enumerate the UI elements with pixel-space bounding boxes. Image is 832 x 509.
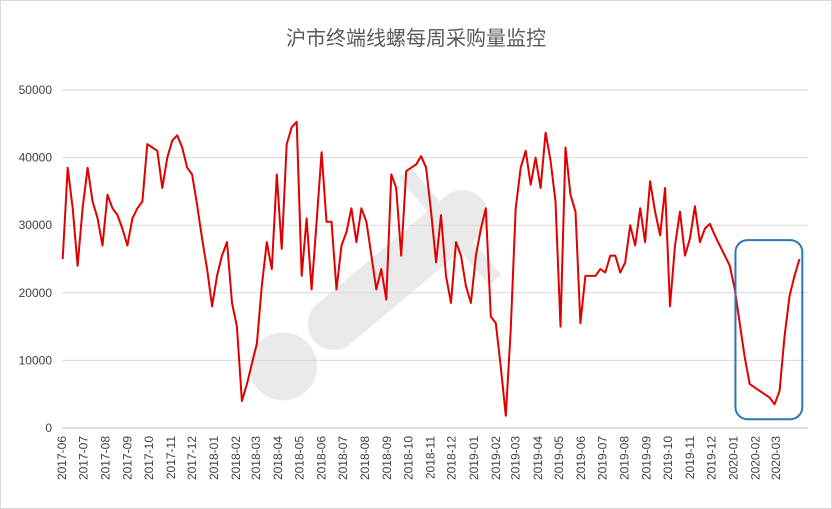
x-tick-label: 2019-05 bbox=[552, 436, 566, 480]
x-tick-label: 2018-07 bbox=[336, 436, 350, 480]
x-tick-label: 2018-06 bbox=[315, 436, 329, 480]
x-tick-label: 2018-10 bbox=[401, 436, 415, 480]
x-tick-label: 2017-06 bbox=[55, 436, 69, 480]
x-tick-label: 2017-11 bbox=[164, 436, 178, 479]
x-tick-label: 2018-11 bbox=[423, 436, 437, 479]
chart-title: 沪市终端线螺每周采购量监控 bbox=[286, 26, 546, 50]
x-tick-label: 2019-07 bbox=[595, 436, 609, 480]
y-tick-label: 50000 bbox=[19, 83, 53, 97]
x-tick-label: 2018-01 bbox=[207, 436, 221, 480]
x-tick-label: 2019-06 bbox=[574, 436, 588, 480]
y-tick-label: 10000 bbox=[19, 353, 53, 367]
series-line bbox=[61, 120, 801, 417]
x-tick-label: 2018-03 bbox=[249, 436, 263, 480]
x-tick-label: 2018-09 bbox=[380, 436, 394, 480]
x-tick-label: 2018-02 bbox=[229, 436, 243, 480]
x-tick-label: 2019-12 bbox=[704, 436, 718, 480]
x-tick-label: 2019-08 bbox=[618, 436, 632, 480]
x-tick-label: 2020-01 bbox=[726, 436, 740, 480]
x-tick-label: 2017-09 bbox=[120, 436, 134, 480]
watermark-logo bbox=[249, 167, 502, 401]
x-tick-label: 2018-12 bbox=[445, 436, 459, 480]
y-tick-label: 40000 bbox=[19, 151, 53, 165]
x-tick-label: 2018-04 bbox=[271, 436, 285, 480]
x-tick-label: 2017-12 bbox=[185, 436, 199, 480]
x-tick-label: 2020-02 bbox=[748, 436, 762, 480]
x-tick-label: 2019-10 bbox=[661, 436, 675, 480]
y-tick-label: 30000 bbox=[19, 218, 53, 232]
x-tick-label: 2017-10 bbox=[142, 436, 156, 480]
y-tick-label: 0 bbox=[45, 421, 52, 435]
x-tick-label: 2019-04 bbox=[531, 436, 545, 480]
x-tick-label: 2020-03 bbox=[769, 436, 783, 480]
x-tick-label: 2019-01 bbox=[467, 436, 481, 480]
y-tick-label: 20000 bbox=[19, 286, 53, 300]
x-tick-label: 2019-03 bbox=[509, 436, 523, 480]
x-tick-label: 2019-11 bbox=[683, 436, 697, 479]
x-tick-label: 2017-07 bbox=[76, 436, 90, 480]
x-tick-label: 2019-02 bbox=[489, 436, 503, 480]
x-tick-label: 2019-09 bbox=[640, 436, 654, 480]
highlight-box bbox=[734, 239, 804, 421]
x-tick-label: 2018-05 bbox=[293, 436, 307, 480]
x-tick-label: 2018-08 bbox=[358, 436, 372, 480]
x-tick-label: 2017-08 bbox=[98, 436, 112, 480]
